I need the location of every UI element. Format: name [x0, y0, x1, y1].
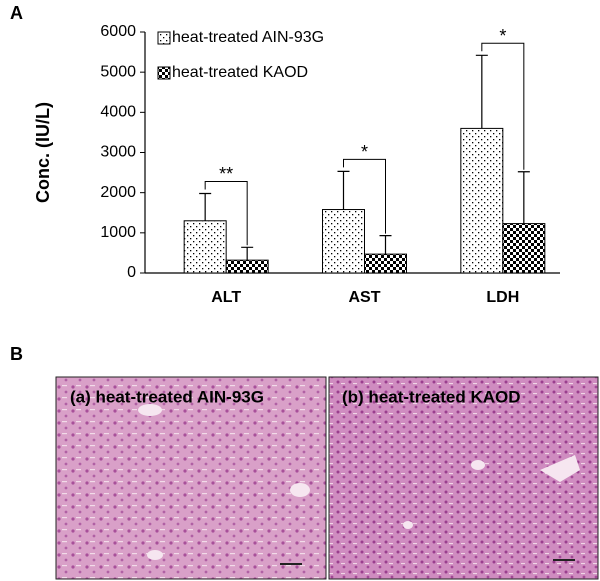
- significance-label: *: [361, 142, 368, 162]
- legend-label: heat-treated KAOD: [172, 64, 308, 81]
- y-tick-label: 3000: [100, 144, 136, 161]
- significance-label: **: [219, 164, 233, 184]
- significance-bracket: [481, 42, 525, 170]
- vessel: [471, 460, 485, 470]
- legend-swatch: [157, 66, 171, 80]
- error-bar: [475, 54, 488, 129]
- y-tick-label: 1000: [100, 224, 136, 241]
- significance-label: *: [499, 26, 506, 46]
- panel-label: B: [10, 344, 23, 364]
- error-bar: [337, 170, 350, 210]
- x-tick-label: AST: [349, 289, 381, 306]
- x-tick-label: ALT: [211, 289, 241, 306]
- y-tick-label: 0: [127, 264, 136, 281]
- bar: [502, 223, 546, 274]
- error-bar: [199, 192, 212, 221]
- error-bar: [517, 171, 530, 224]
- significance-bracket: [204, 180, 248, 246]
- histology-image: [55, 376, 327, 580]
- y-tick-label: 5000: [100, 63, 136, 80]
- histology-image: [328, 376, 599, 580]
- y-tick-label: 2000: [100, 184, 136, 201]
- vessel: [403, 521, 413, 529]
- bar: [322, 209, 365, 274]
- x-tick-label: LDH: [486, 289, 519, 306]
- vessel: [540, 455, 580, 482]
- y-tick-label: 6000: [100, 23, 136, 40]
- error-bar: [241, 246, 254, 261]
- vessel: [138, 404, 162, 416]
- significance-bracket: [343, 158, 386, 234]
- bar: [364, 253, 407, 274]
- panel-label: A: [10, 3, 23, 23]
- bar: [183, 220, 227, 274]
- error-bar: [379, 235, 392, 255]
- y-axis-label: Conc. (IU/L): [33, 102, 53, 203]
- vessel: [147, 550, 163, 560]
- image-caption: (b) heat-treated KAOD: [342, 387, 521, 406]
- vessel: [290, 483, 310, 497]
- bar: [225, 259, 269, 274]
- y-tick-label: 4000: [100, 104, 136, 121]
- legend-swatch: [157, 31, 171, 45]
- image-caption: (a) heat-treated AIN-93G: [70, 387, 264, 406]
- legend-label: heat-treated AIN-93G: [172, 29, 324, 46]
- bar: [460, 127, 504, 274]
